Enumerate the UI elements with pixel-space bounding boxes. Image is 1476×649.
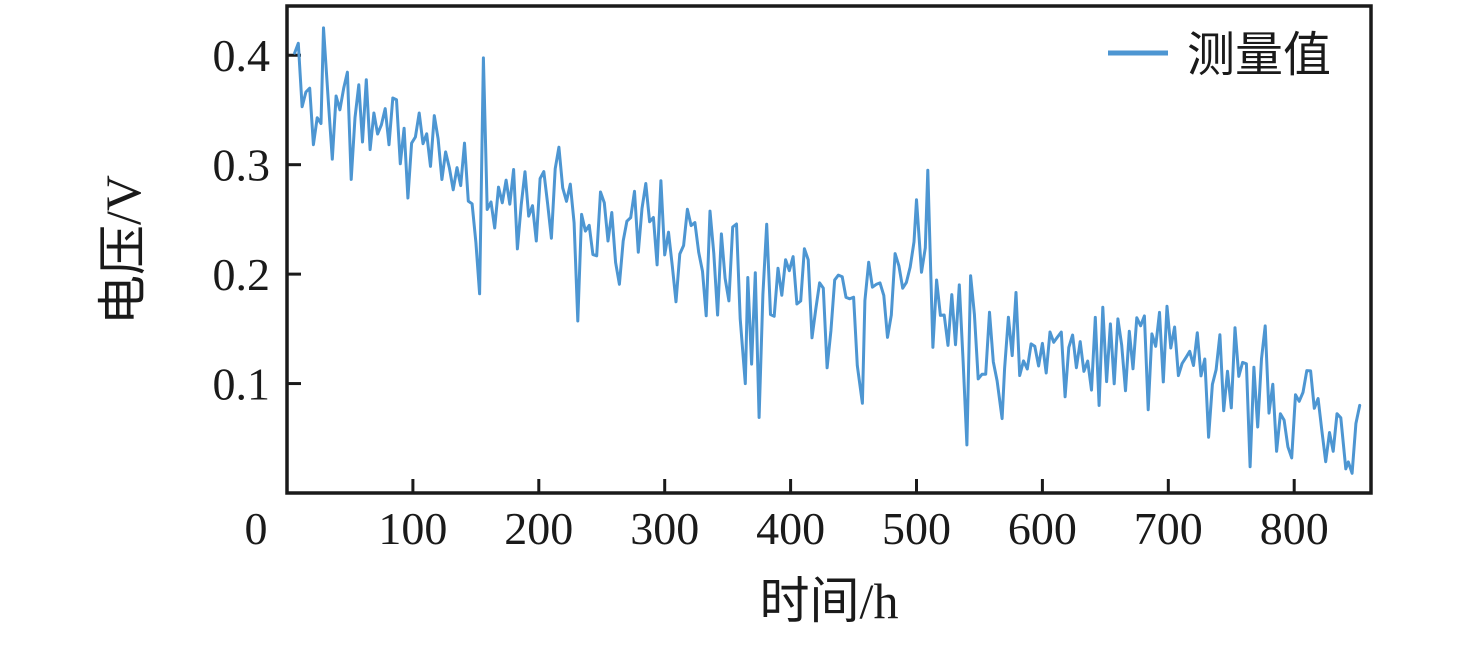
- x-axis-label: 时间/h: [760, 573, 899, 629]
- x-tick-label: 500: [882, 503, 951, 554]
- x-tick-label: 0: [245, 503, 268, 554]
- legend: 测量值: [1108, 29, 1331, 82]
- x-tick-label: 300: [630, 503, 699, 554]
- measured-value-line: [293, 26, 1362, 475]
- axis-tick-labels: 0 100 200 300 400 500 600 700 800 0.1 0.2 0.3 0.4: [213, 30, 1329, 554]
- x-tick-label: 700: [1134, 503, 1203, 554]
- y-tick-label: 0.3: [213, 140, 271, 191]
- x-tick-label: 800: [1260, 503, 1329, 554]
- y-tick-label: 0.2: [213, 249, 271, 300]
- x-tick-label: 600: [1008, 503, 1077, 554]
- y-tick-label: 0.4: [213, 30, 271, 81]
- x-tick-label: 400: [756, 503, 825, 554]
- x-tick-label: 200: [504, 503, 573, 554]
- y-axis-label: 电压/V: [95, 175, 151, 325]
- x-tick-label: 100: [378, 503, 447, 554]
- y-tick-label: 0.1: [213, 359, 271, 410]
- plot-border: [285, 4, 1373, 495]
- axis-ticks: [285, 53, 1296, 493]
- legend-label: 测量值: [1187, 29, 1331, 82]
